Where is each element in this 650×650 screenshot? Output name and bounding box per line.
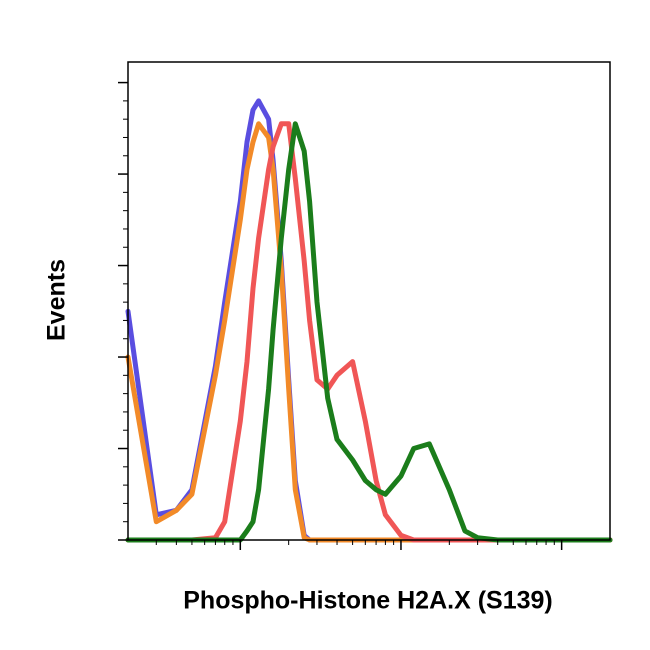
y-axis-title: Events: [43, 259, 71, 341]
plot-frame: [127, 61, 611, 541]
x-axis-title: Phospho-Histone H2A.X (S139): [183, 587, 553, 615]
